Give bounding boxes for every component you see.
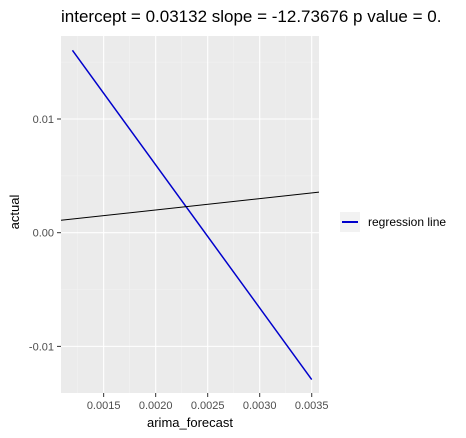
- x-tick-label: 0.0025: [191, 400, 225, 412]
- series-layer: [60, 49, 320, 381]
- y-tick-label: 0.00: [33, 228, 54, 240]
- legend-label-regression-line: regression line: [368, 215, 446, 229]
- x-axis-title: arima_forecast: [147, 415, 233, 430]
- x-axis-tick-labels: 0.0015 0.0020 0.0025 0.0030 0.0035: [87, 400, 329, 412]
- chart-title: intercept = 0.03132 slope = -12.73676 p …: [61, 7, 441, 26]
- major-gridlines: [61, 36, 319, 393]
- y-tick-label: -0.01: [29, 341, 54, 353]
- reference-line: [60, 191, 320, 221]
- x-tick-label: 0.0035: [295, 400, 329, 412]
- legend: regression line: [340, 212, 446, 232]
- x-tick-label: 0.0020: [139, 400, 173, 412]
- y-axis-title: actual: [7, 195, 22, 230]
- y-axis-tick-labels: -0.01 0.00 0.01: [29, 114, 54, 353]
- plot-panel: [61, 36, 319, 393]
- axis-ticks: [57, 118, 313, 397]
- y-tick-label: 0.01: [33, 114, 54, 126]
- regression-line: [71, 49, 313, 381]
- x-tick-label: 0.0015: [87, 400, 121, 412]
- x-tick-label: 0.0030: [243, 400, 277, 412]
